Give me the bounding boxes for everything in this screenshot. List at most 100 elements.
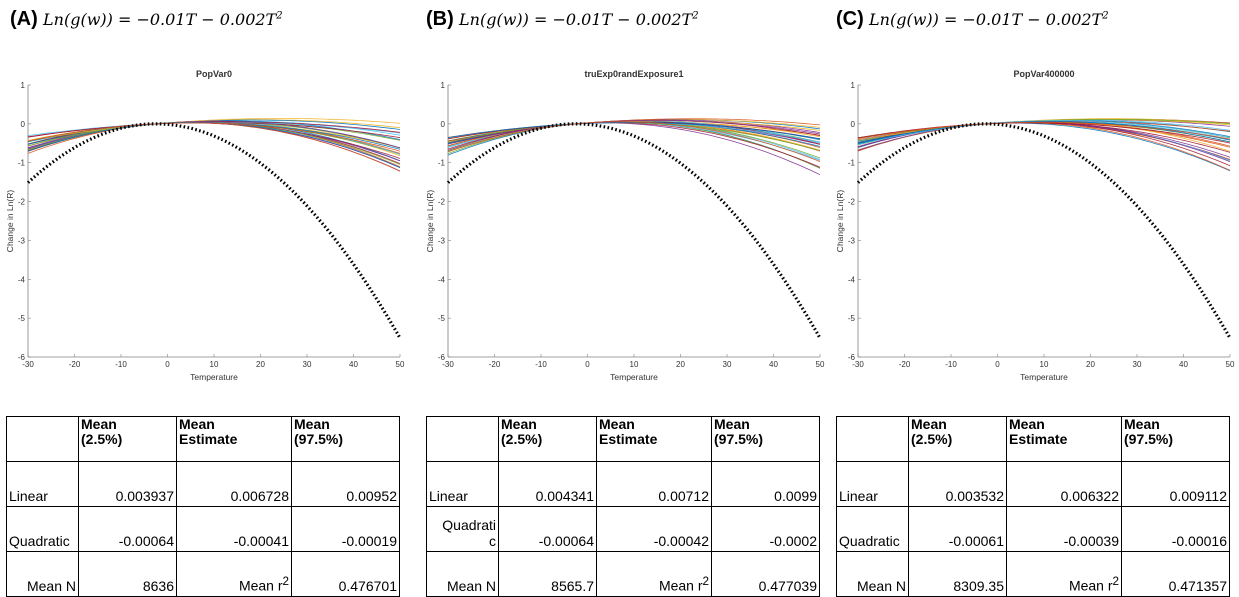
stats-table-c: Mean (2.5%) Mean Estimate Mean (97.5%) Linear 0…: [836, 416, 1230, 597]
x-axis-label: Temperature: [610, 372, 658, 382]
x-tick-label: 30: [303, 360, 312, 369]
x-tick-label: -10: [945, 360, 957, 369]
table-cell: -0.00042: [596, 506, 712, 552]
mean-n-value: 8309.35: [908, 551, 1007, 597]
y-tick-label: 1: [21, 81, 26, 90]
estimated-curves: [857, 118, 1231, 172]
x-tick-label: 20: [256, 360, 265, 369]
chart-title: PopVar0: [196, 69, 232, 79]
y-axis-label: Change in Ln(R): [5, 190, 15, 253]
x-tick-label: 40: [1179, 360, 1188, 369]
mean-r2-label: Mean r2: [1006, 551, 1122, 597]
y-tick-label: -2: [438, 198, 446, 207]
x-tick-label: 50: [1226, 360, 1235, 369]
x-tick-label: -20: [489, 360, 501, 369]
estimated-curve: [857, 121, 1231, 140]
panel-equation: Ln(g(w)) = −0.01T − 0.002T2: [869, 10, 1109, 29]
x-tick-label: -30: [442, 360, 454, 369]
estimated-curve: [447, 121, 821, 163]
mean-n-label: Mean N: [426, 551, 499, 597]
x-tick-label: 30: [723, 360, 732, 369]
column-header: Mean Estimate: [176, 416, 292, 462]
panel-b: (B) Ln(g(w)) = −0.01T − 0.002T2 truExp0r…: [420, 0, 833, 597]
table-cell: 0.009112: [1121, 461, 1230, 507]
x-tick-label: 50: [396, 360, 405, 369]
y-tick-label: -1: [18, 159, 26, 168]
y-tick-label: -5: [18, 314, 26, 323]
estimated-curve: [447, 122, 821, 140]
equation-exponent: 2: [692, 10, 699, 22]
table-cell: 0.0099: [711, 461, 820, 507]
r2-exponent: 2: [282, 575, 289, 589]
panel-heading: (C) Ln(g(w)) = −0.01T − 0.002T2: [836, 8, 1109, 31]
panel-heading: (A) Ln(g(w)) = −0.01T − 0.002T2: [10, 8, 283, 31]
chart-b: truExp0randExposure1-30 -20 -10 0 10 20 30 40 50…: [425, 69, 825, 382]
panel-letter: (C): [836, 8, 864, 30]
y-tick-label: -6: [18, 353, 26, 362]
table-cell: -0.00019: [291, 506, 400, 552]
chart-title: PopVar400000: [1013, 69, 1074, 79]
corner-cell: [6, 416, 79, 462]
table-cell: 0.00952: [291, 461, 400, 507]
equation-text: Ln(g(w)) = −0.01T − 0.002T: [43, 10, 277, 29]
table-footer-row: Mean N 8565.7 Mean r2 0.477039: [426, 551, 820, 597]
table-row: Linear 0.003937 0.006728 0.00952: [6, 461, 400, 507]
row-label: Linear: [836, 461, 909, 507]
y-tick-label: -6: [848, 353, 856, 362]
y-tick-label: -1: [848, 159, 856, 168]
table-cell: 0.003937: [78, 461, 177, 507]
x-tick-label: 10: [210, 360, 219, 369]
r2-exponent: 2: [1112, 575, 1119, 589]
table-row: Quadrati c -0.00064 -0.00042 -0.0002: [426, 506, 820, 552]
corner-cell: [426, 416, 499, 462]
column-header: Mean (2.5%): [78, 416, 177, 462]
true-curve: [856, 122, 1232, 339]
mean-r2-value: 0.471357: [1121, 551, 1230, 597]
y-tick-label: -6: [438, 353, 446, 362]
panel-equation: Ln(g(w)) = −0.01T − 0.002T2: [459, 10, 699, 29]
x-tick-label: -10: [115, 360, 127, 369]
corner-cell: [836, 416, 909, 462]
x-tick-label: 0: [585, 360, 590, 369]
table-cell: -0.00064: [78, 506, 177, 552]
y-tick-label: -5: [848, 314, 856, 323]
row-label: Quadratic: [6, 506, 79, 552]
x-tick-label: 40: [349, 360, 358, 369]
table-row: Quadratic -0.00064 -0.00041 -0.00019: [6, 506, 400, 552]
estimated-curve: [27, 121, 401, 138]
mean-n-label: Mean N: [6, 551, 79, 597]
column-header: Mean Estimate: [596, 416, 712, 462]
y-tick-label: -4: [18, 275, 26, 284]
table-row: Linear 0.004341 0.00712 0.0099: [426, 461, 820, 507]
mean-n-value: 8636: [78, 551, 177, 597]
stats-table-a: Mean (2.5%) Mean Estimate Mean (97.5%) Linear 0…: [6, 416, 400, 597]
x-axis-label: Temperature: [190, 372, 238, 382]
x-tick-label: 20: [1086, 360, 1095, 369]
table-header-row: Mean (2.5%) Mean Estimate Mean (97.5%): [836, 416, 1230, 462]
chart-c: PopVar400000-30 -20 -10 0 10 20 30 40 5010-1-2-3…: [835, 69, 1235, 382]
y-tick-label: 0: [851, 120, 856, 129]
table-header-row: Mean (2.5%) Mean Estimate Mean (97.5%): [426, 416, 820, 462]
column-header: Mean Estimate: [1006, 416, 1122, 462]
y-tick-label: -2: [18, 198, 26, 207]
y-tick-label: -4: [848, 275, 856, 284]
table-cell: -0.0002: [711, 506, 820, 552]
y-tick-label: -5: [438, 314, 446, 323]
estimated-curve: [857, 120, 1231, 145]
x-tick-label: -30: [22, 360, 34, 369]
y-axis-label: Change in Ln(R): [835, 190, 845, 253]
mean-r2-label: Mean r2: [596, 551, 712, 597]
estimated-curve: [857, 122, 1231, 144]
x-tick-label: 30: [1133, 360, 1142, 369]
mean-r2-value: 0.477039: [711, 551, 820, 597]
r2-exponent: 2: [702, 575, 709, 589]
table-cell: -0.00061: [908, 506, 1007, 552]
panel-heading: (B) Ln(g(w)) = −0.01T − 0.002T2: [426, 8, 699, 31]
table-row: Quadratic -0.00061 -0.00039 -0.00016: [836, 506, 1230, 552]
table-footer-row: Mean N 8636 Mean r2 0.476701: [6, 551, 400, 597]
y-tick-label: -4: [438, 275, 446, 284]
mean-r2-label: Mean r2: [176, 551, 292, 597]
table-cell: 0.006728: [176, 461, 292, 507]
estimated-curve: [27, 122, 401, 152]
